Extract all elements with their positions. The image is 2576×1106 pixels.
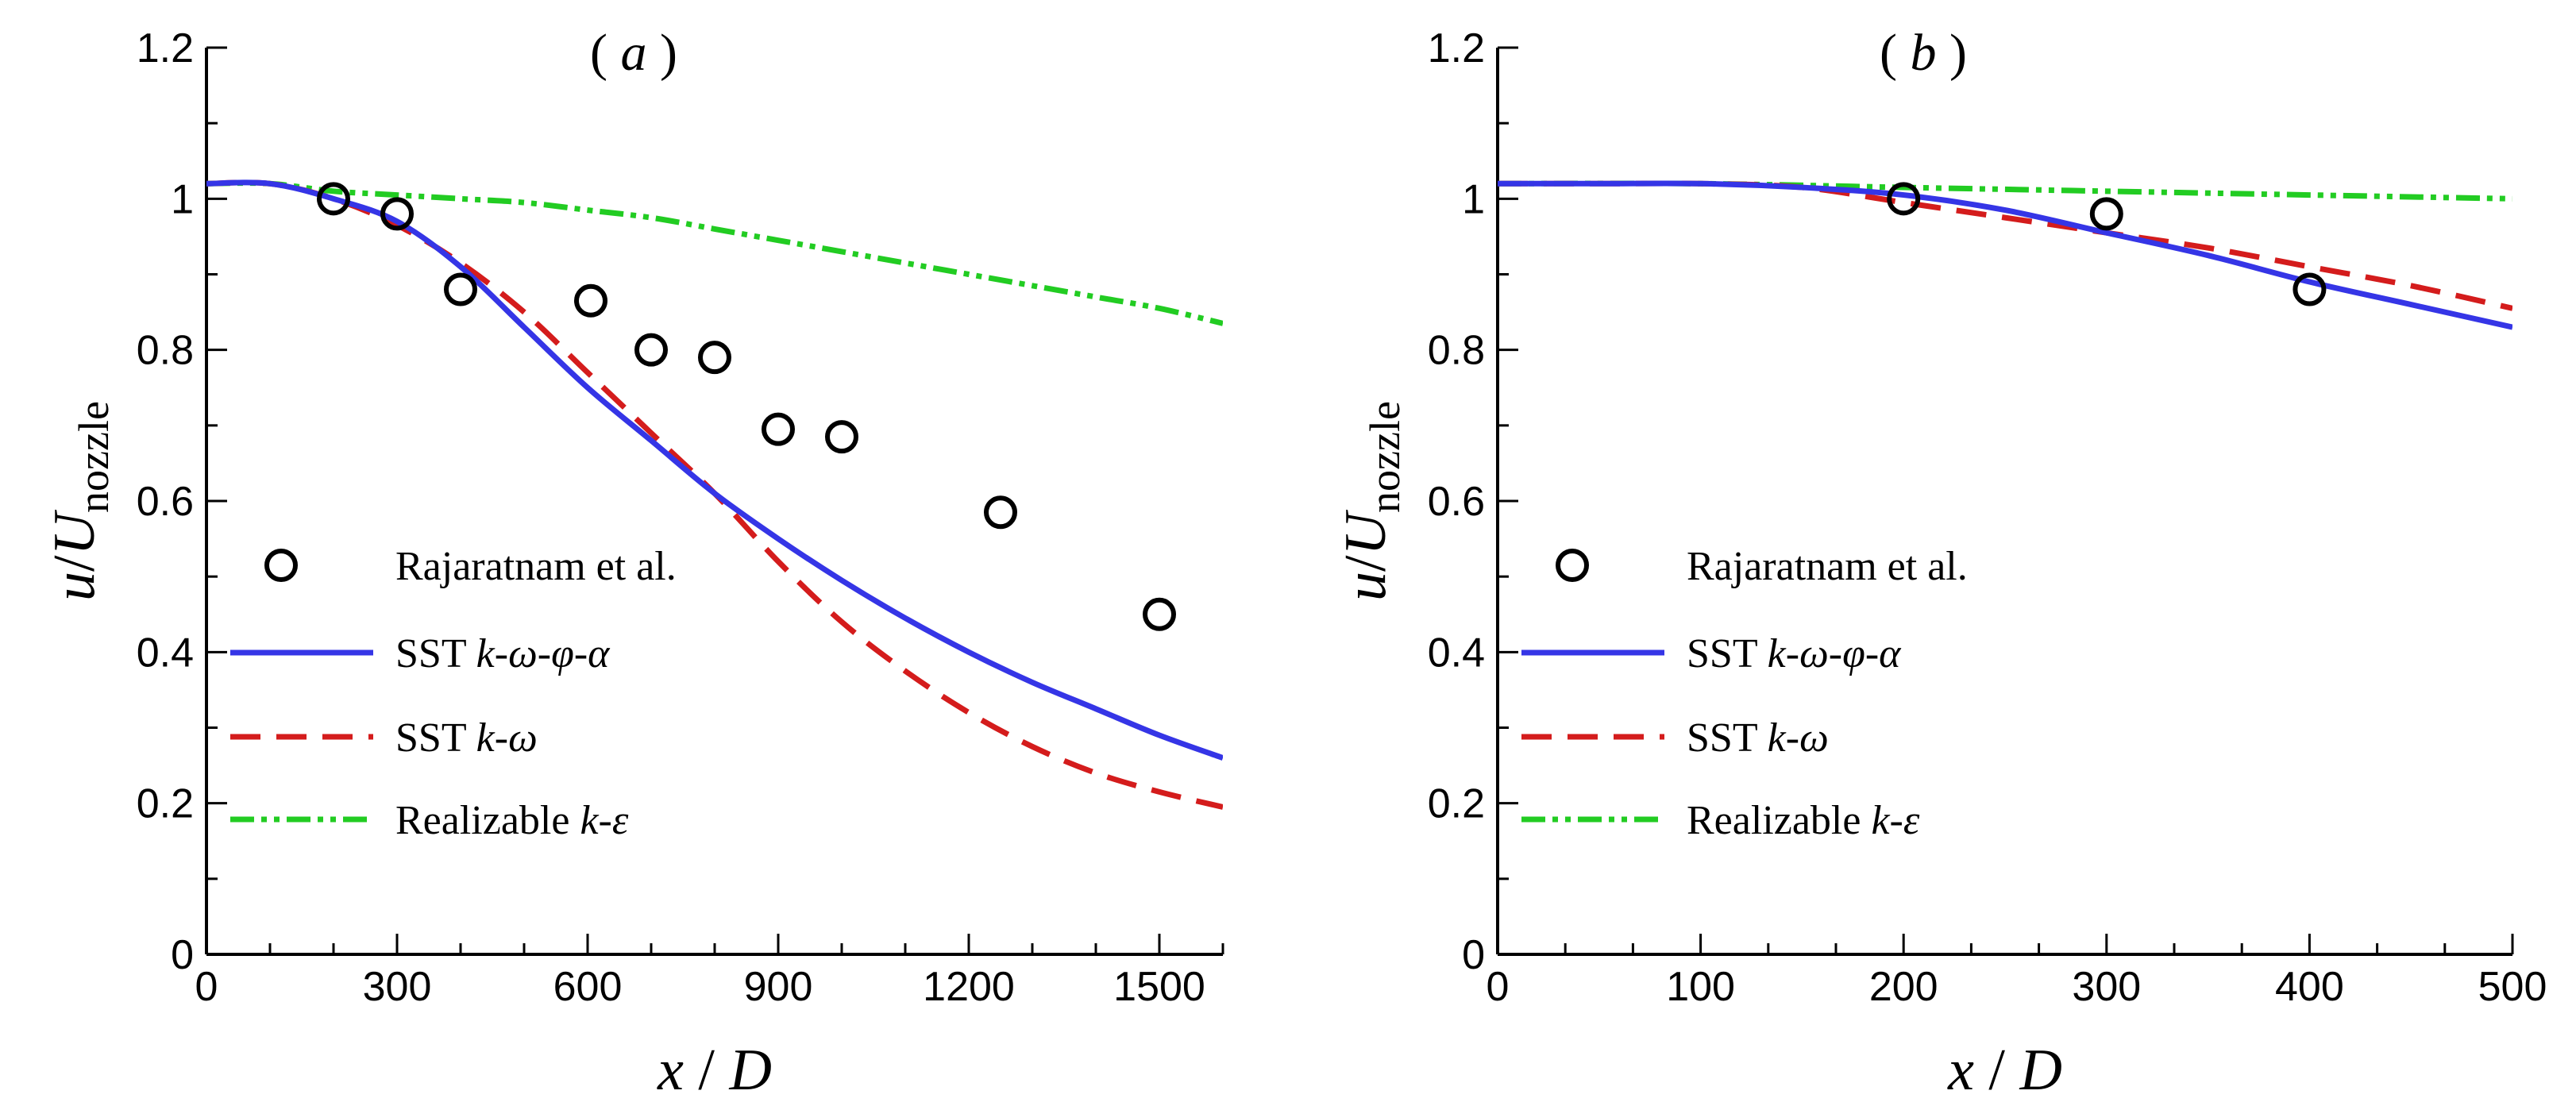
y-tick-label: 0.8 [1428,328,1485,374]
data-point-rajaratnam [825,420,858,454]
x-axis-label: x / D [657,1038,772,1103]
x-tick-label: 300 [2072,964,2141,1010]
legend: Rajaratnam et al. SST k-ω-φ-α SST k-ω Reali… [230,544,677,843]
series-line-dashdotdot [206,180,1223,326]
legend: Rajaratnam et al. SST k-ω-φ-α SST k-ω Reali… [1521,544,1968,843]
legend-marker-circle [1556,549,1589,582]
y-tick-label: 0.2 [137,781,194,827]
x-tick-label: 300 [363,964,432,1010]
data-point-rajaratnam [762,412,795,446]
legend-label: Realizable k-ε [395,798,629,843]
data-point-rajaratnam [2089,197,2123,231]
legend-label: SST k-ω-φ-α [395,631,611,676]
x-tick-label: 1500 [1113,964,1205,1010]
legend-marker-circle [264,549,298,582]
data-point-rajaratnam [984,495,1017,530]
legend-label: SST k-ω [395,715,538,761]
y-tick-label: 0 [1462,932,1485,978]
x-axis-label: x / D [1947,1038,2062,1103]
data-point-rajaratnam [380,197,414,231]
data-point-rajaratnam [2293,272,2327,306]
y-tick-label: 0 [171,932,194,978]
y-tick-label: 1 [171,176,194,222]
y-tick-label: 0.8 [137,328,194,374]
legend-label: SST k-ω-φ-α [1687,631,1902,676]
y-tick-label: 1.2 [1428,25,1485,71]
legend-label: Rajaratnam et al. [395,544,677,589]
x-tick-label: 600 [553,964,623,1010]
x-tick-label: 0 [1487,964,1510,1010]
series-line-dashed [1498,180,2512,311]
y-tick-label: 1 [1462,176,1485,222]
data-point-rajaratnam [574,283,607,318]
x-tick-label: 200 [1869,964,1938,1010]
chart-panel-a: 0 300 600 900 1200 1500 0 0.2 0.4 0.6 0.8 1 1.2 ( a )… [42,24,1224,1103]
data-point-rajaratnam [698,341,731,375]
panel-label: ( b ) [1880,24,1967,82]
legend-label: Rajaratnam et al. [1687,544,1968,589]
series-line-solid [206,179,1223,761]
y-tick-label: 1.2 [137,25,194,71]
series-line-solid [1498,180,2512,330]
y-tick-label: 0.6 [137,479,194,525]
legend-label: Realizable k-ε [1687,798,1920,843]
y-axis-label: u/Unozzle [1333,401,1409,601]
y-tick-label: 0.4 [1428,630,1485,676]
x-tick-label: 1200 [923,964,1015,1010]
y-tick-label: 0.2 [1428,781,1485,827]
x-tick-label: 500 [2478,964,2547,1010]
chart-panel-b: 0 100 200 300 400 500 0 0.2 0.4 0.6 0.8 1 1.2 ( b ) x … [1333,24,2547,1103]
y-tick-label: 0.4 [137,630,194,676]
x-tick-label: 400 [2275,964,2344,1010]
data-point-rajaratnam [444,272,477,306]
y-axis-label: u/Unozzle [42,401,118,601]
data-point-rajaratnam [317,182,350,216]
x-tick-label: 0 [195,964,218,1010]
x-tick-label: 900 [744,964,813,1010]
data-point-rajaratnam [634,333,668,367]
panel-label: ( a ) [590,24,677,82]
x-tick-label: 100 [1666,964,1735,1010]
data-point-rajaratnam [1887,182,1921,216]
legend-label: SST k-ω [1687,715,1829,761]
y-tick-label: 0.6 [1428,479,1485,525]
data-point-rajaratnam [1143,597,1176,631]
